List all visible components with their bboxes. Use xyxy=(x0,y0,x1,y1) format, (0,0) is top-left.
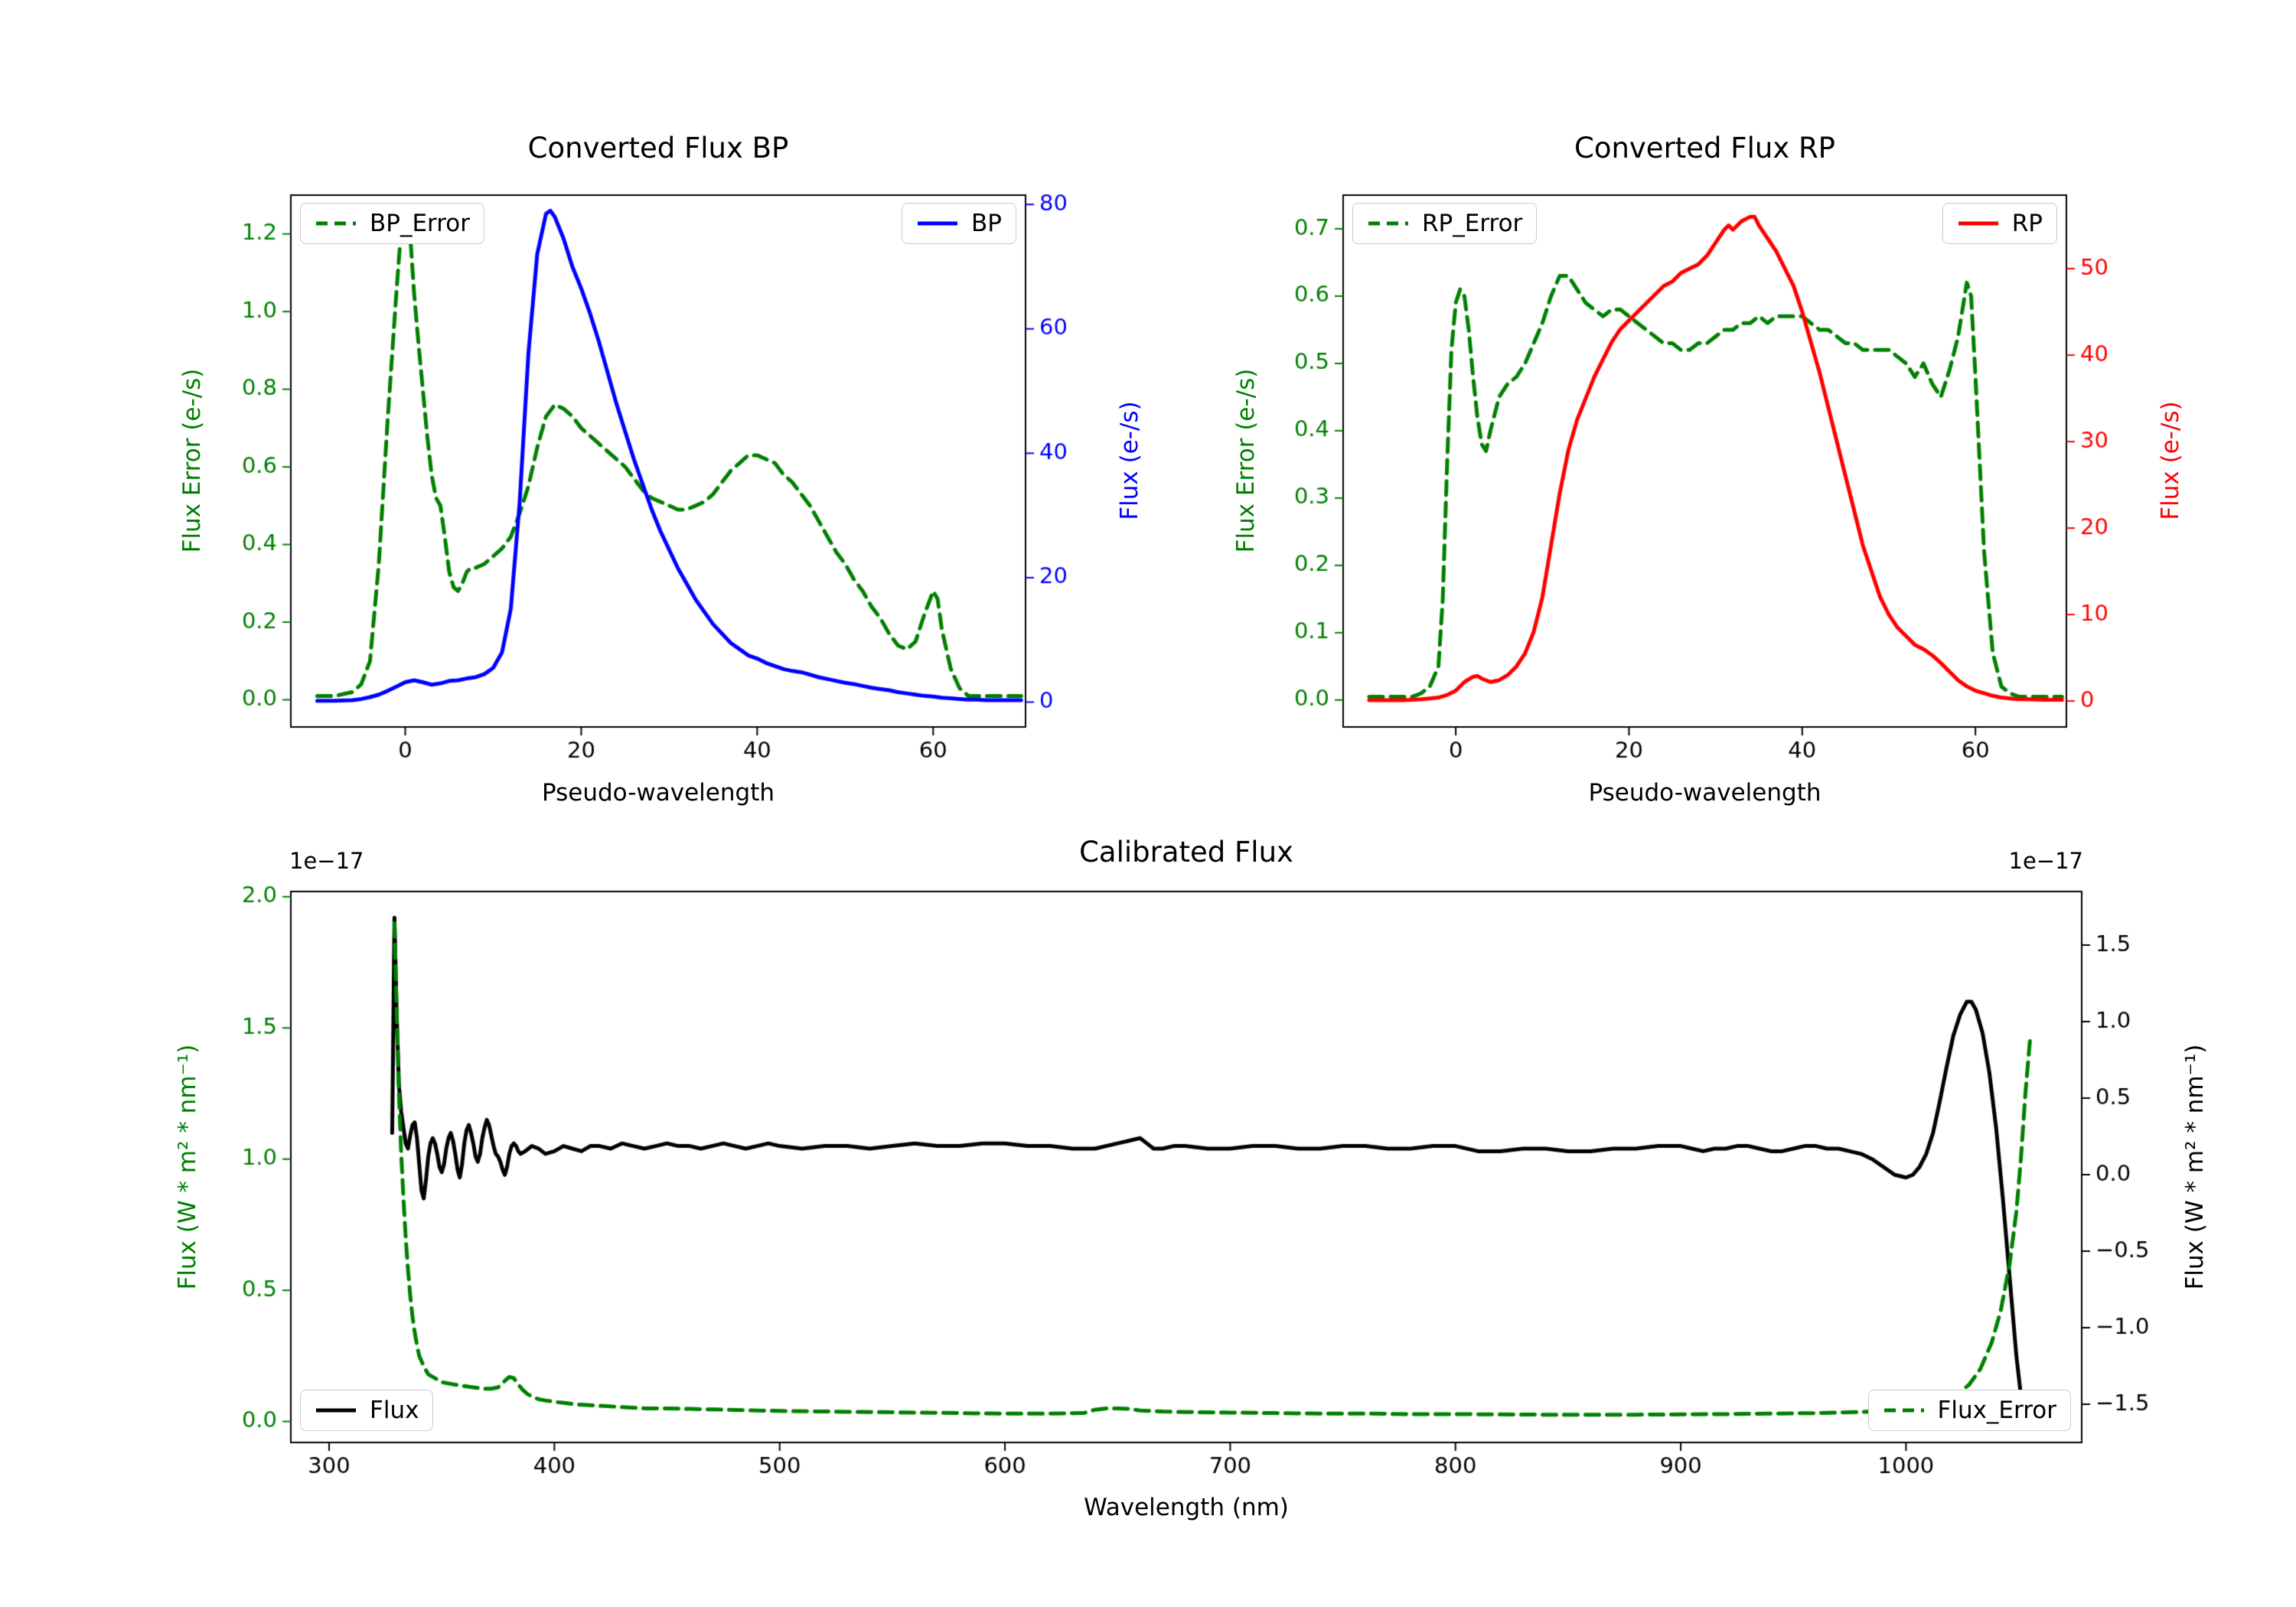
rp-yaxis-right-label: Flux (e-/s) xyxy=(2157,401,2184,520)
legend-bp: BP xyxy=(902,203,1016,244)
chart-title-calibrated: Calibrated Flux xyxy=(1079,836,1293,869)
bp-xaxis-label: Pseudo-wavelength xyxy=(541,779,775,807)
bp-yaxis-left-label: Flux Error (e-/s) xyxy=(178,368,206,553)
rp-yaxis-left-label: Flux Error (e-/s) xyxy=(1232,368,1260,553)
legend-line-solid-icon xyxy=(316,1408,356,1413)
offset-text-right: 1e−17 xyxy=(2008,848,2084,874)
calibrated-xaxis-label: Wavelength (nm) xyxy=(1084,1494,1289,1521)
legend-line-dashed-icon xyxy=(1883,1408,1924,1413)
legend-label-rp: RP xyxy=(2011,210,2043,237)
chart-title-rp: Converted Flux RP xyxy=(1574,132,1835,165)
legend-label-rp-error: RP_Error xyxy=(1422,210,1523,237)
legend-label-bp: BP xyxy=(971,210,1002,237)
calibrated-yaxis-left-label: Flux (W * m² * nm⁻¹) xyxy=(174,1044,201,1290)
legend-line-dashed-icon xyxy=(316,221,356,226)
legend-flux-error: Flux_Error xyxy=(1867,1390,2071,1431)
rp-xaxis-label: Pseudo-wavelength xyxy=(1588,779,1821,807)
calibrated-yaxis-right-label: Flux (W * m² * nm⁻¹) xyxy=(2181,1044,2209,1290)
chart-title-bp: Converted Flux BP xyxy=(527,132,789,165)
legend-rp: RP xyxy=(1942,203,2057,244)
legend-label-bp-error: BP_Error xyxy=(370,210,471,237)
legend-line-solid-icon xyxy=(918,221,958,226)
legend-bp-error: BP_Error xyxy=(300,203,485,244)
legend-label-flux: Flux xyxy=(370,1397,419,1424)
offset-text-left: 1e−17 xyxy=(289,848,364,874)
legend-rp-error: RP_Error xyxy=(1352,203,1538,244)
bp-yaxis-right-label: Flux (e-/s) xyxy=(1116,401,1143,520)
legend-line-solid-icon xyxy=(1958,221,1998,226)
legend-label-flux-error: Flux_Error xyxy=(1937,1397,2057,1424)
legend-flux: Flux xyxy=(300,1390,434,1431)
legend-line-dashed-icon xyxy=(1368,221,1408,226)
